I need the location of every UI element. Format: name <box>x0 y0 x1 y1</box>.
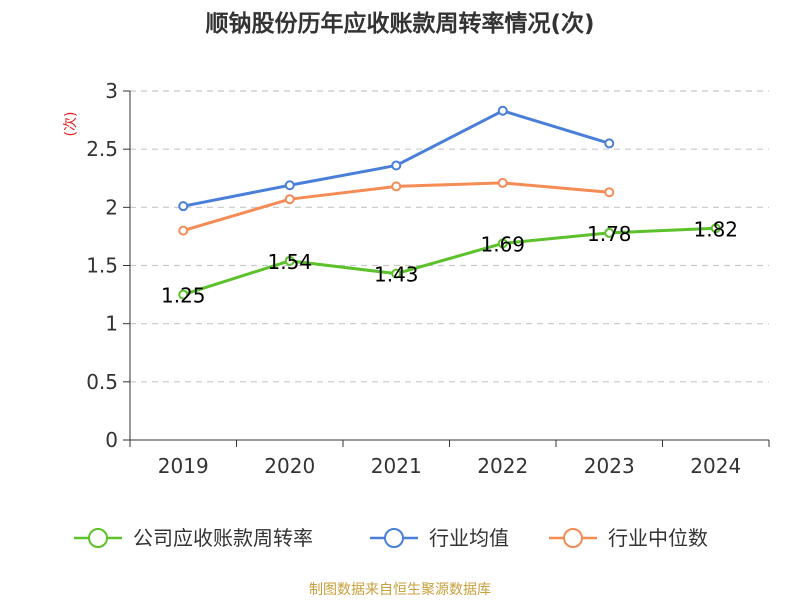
data-label: 1.43 <box>374 263 419 287</box>
legend-marker <box>563 528 583 548</box>
data-point[interactable] <box>178 225 189 236</box>
legend[interactable]: 公司应收账款周转率 行业均值 行业中位数 <box>74 526 708 550</box>
legend-label: 行业均值 <box>429 526 509 550</box>
data-point[interactable] <box>391 181 402 192</box>
x-tick-label: 2023 <box>584 454 635 478</box>
data-point[interactable] <box>391 268 402 279</box>
legend-label: 行业中位数 <box>608 526 708 550</box>
series <box>178 105 721 300</box>
y-tick-label: 0 <box>105 428 118 452</box>
data-point[interactable] <box>391 160 402 171</box>
data-point[interactable] <box>497 238 508 249</box>
x-tick-label: 2020 <box>264 454 315 478</box>
data-label: 1.25 <box>161 284 206 308</box>
legend-marker <box>88 528 108 548</box>
data-label: 1.82 <box>693 217 738 241</box>
series-line <box>182 109 610 208</box>
data-point[interactable] <box>178 201 189 212</box>
legend-item[interactable]: 行业均值 <box>370 526 509 550</box>
legend-marker <box>384 528 404 548</box>
legend-label: 公司应收账款周转率 <box>133 526 313 550</box>
data-point[interactable] <box>284 255 295 266</box>
data-point[interactable] <box>497 105 508 116</box>
legend-item[interactable]: 公司应收账款周转率 <box>74 526 313 550</box>
data-label: 1.54 <box>267 250 312 274</box>
y-tick-label: 2.5 <box>86 137 118 161</box>
x-tick-label: 2019 <box>158 454 209 478</box>
y-tick-label: 0.5 <box>86 370 118 394</box>
data-point[interactable] <box>604 138 615 149</box>
source-note: 制图数据来自恒生聚源数据库 <box>309 582 491 598</box>
x-tick-label: 2022 <box>477 454 528 478</box>
data-point[interactable] <box>284 180 295 191</box>
y-tick-label: 1 <box>105 312 118 336</box>
data-point[interactable] <box>604 187 615 198</box>
y-tick-label: 2 <box>105 195 118 219</box>
x-tick-label: 2021 <box>371 454 422 478</box>
y-tick-label: 1.5 <box>86 254 118 278</box>
chart-title: 顺钠股份历年应收账款周转率情况(次) <box>205 11 595 37</box>
y-axis-unit-label: (次) <box>63 112 79 137</box>
data-point[interactable] <box>604 227 615 238</box>
data-point[interactable] <box>178 289 189 300</box>
y-tick-label: 3 <box>105 79 118 103</box>
data-label: 1.78 <box>587 222 632 246</box>
data-point[interactable] <box>497 177 508 188</box>
data-label: 1.69 <box>480 232 525 256</box>
x-tick-label: 2024 <box>690 454 741 478</box>
series-line <box>182 226 716 297</box>
legend-item[interactable]: 行业中位数 <box>549 526 708 550</box>
axes: 0 0.5 1 1.5 2 2.5 3 2019 2020 2021 2022 2023 2024 (次) <box>63 79 770 478</box>
data-point[interactable] <box>710 223 721 234</box>
data-labels: 1.25 1.54 1.43 1.69 1.78 1.82 <box>161 217 738 307</box>
gridlines <box>130 90 769 383</box>
data-point[interactable] <box>284 194 295 205</box>
